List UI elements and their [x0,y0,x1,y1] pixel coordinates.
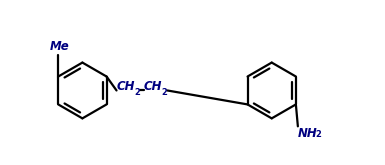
Text: Me: Me [49,40,69,53]
Text: 2: 2 [134,88,140,98]
Text: 2: 2 [315,130,321,139]
Text: CH: CH [144,80,162,93]
Text: CH: CH [117,80,135,93]
Text: 2: 2 [161,88,167,98]
Text: NH: NH [298,127,318,140]
